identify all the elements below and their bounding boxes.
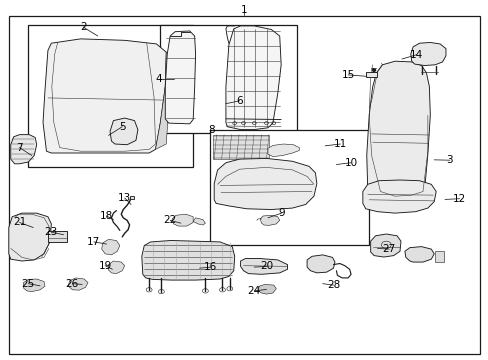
Polygon shape [258,284,276,294]
Text: 1: 1 [241,5,247,15]
Text: 14: 14 [409,50,423,60]
Text: 20: 20 [260,261,273,271]
Text: 9: 9 [278,208,285,218]
Polygon shape [23,279,45,292]
Text: 26: 26 [65,279,79,289]
Bar [160,25,297,133]
Polygon shape [225,26,281,130]
Polygon shape [11,135,37,164]
Polygon shape [142,240,234,280]
Text: 12: 12 [452,194,466,204]
Text: 6: 6 [236,96,243,106]
Polygon shape [155,52,170,149]
Text: 24: 24 [247,286,261,296]
Text: 7: 7 [16,143,23,153]
Bar [28,25,193,167]
Polygon shape [370,234,400,257]
Polygon shape [9,213,51,261]
Bar [365,72,376,77]
Text: 17: 17 [87,237,101,247]
Text: 16: 16 [203,262,217,272]
Bar [434,251,443,262]
Text: 3: 3 [446,155,452,165]
Text: 18: 18 [100,211,113,221]
Circle shape [372,69,375,71]
Polygon shape [43,39,166,153]
Text: 8: 8 [207,125,214,135]
Polygon shape [110,118,138,145]
Text: 28: 28 [326,280,340,290]
Text: 23: 23 [44,227,58,237]
Polygon shape [172,214,193,226]
Polygon shape [410,42,445,66]
Text: 11: 11 [333,139,346,149]
Polygon shape [366,61,429,197]
Polygon shape [260,215,279,225]
Text: 25: 25 [21,279,35,289]
Bar [129,196,134,199]
Polygon shape [108,261,124,274]
Text: 2: 2 [80,22,86,32]
Text: 10: 10 [344,158,357,168]
Text: 21: 21 [13,217,26,228]
Polygon shape [306,255,334,273]
Polygon shape [267,144,299,157]
Text: 19: 19 [98,261,112,271]
Text: 13: 13 [118,193,131,203]
Polygon shape [68,278,88,290]
Text: 5: 5 [119,122,125,132]
Text: 27: 27 [382,244,395,254]
Polygon shape [193,218,205,225]
Polygon shape [214,158,316,210]
Bar [210,130,368,245]
Polygon shape [102,239,120,255]
Text: 4: 4 [155,74,162,84]
Polygon shape [362,180,435,213]
Polygon shape [404,247,433,262]
Polygon shape [165,31,195,124]
Text: 15: 15 [341,70,354,80]
Polygon shape [240,258,287,274]
Bar [212,135,268,159]
Bar [48,231,67,242]
Text: 22: 22 [163,215,177,225]
